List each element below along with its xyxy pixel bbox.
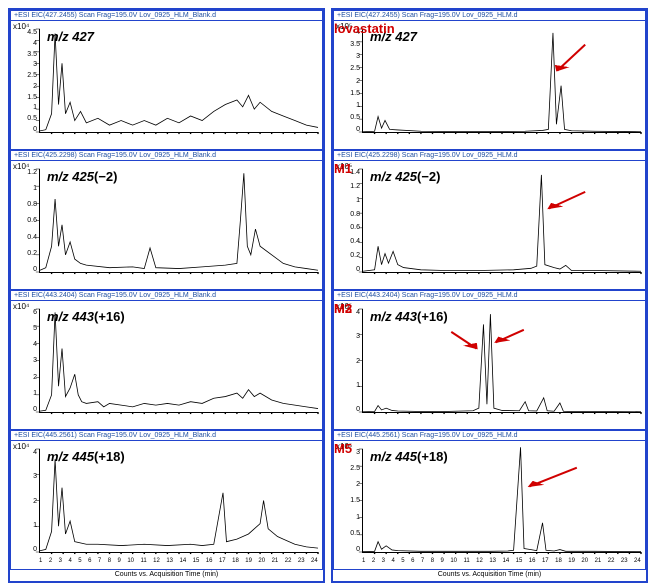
panel-header: +ESI EIC(427.2455) Scan Frag=195.0V Lov_… <box>11 11 322 21</box>
right-column: +ESI EIC(427.2455) Scan Frag=195.0V Lov_… <box>331 8 648 583</box>
y-ticks: 00.20.40.60.811.21.4 <box>344 169 360 273</box>
peak-label: M1 <box>334 161 352 176</box>
peak-label: M3 <box>334 301 352 316</box>
arrow-icon <box>362 309 641 413</box>
chromatogram-panel: +ESI EIC(427.2455) Scan Frag=195.0V Lov_… <box>333 10 646 150</box>
left-column: +ESI EIC(427.2455) Scan Frag=195.0V Lov_… <box>8 8 325 583</box>
chart-area <box>39 29 318 133</box>
panel-header: +ESI EIC(425.2298) Scan Frag=195.0V Lov_… <box>11 151 322 161</box>
y-ticks: 00.511.522.533.54 <box>344 29 360 133</box>
panel-header: +ESI EIC(443.2404) Scan Frag=195.0V Lov_… <box>334 291 645 301</box>
chromatogram-panel: +ESI EIC(425.2298) Scan Frag=195.0V Lov_… <box>333 150 646 290</box>
mz-label: m/z 445(+18) <box>47 449 125 464</box>
y-ticks: 0123456 <box>21 309 37 413</box>
chart-grid: +ESI EIC(427.2455) Scan Frag=195.0V Lov_… <box>8 8 648 583</box>
y-ticks: 00.511.522.533.544.5 <box>21 29 37 133</box>
panel-header: +ESI EIC(445.2561) Scan Frag=195.0V Lov_… <box>334 431 645 441</box>
arrow-icon <box>362 169 641 273</box>
x-axis-label: Counts vs. Acquisition Time (min) <box>333 570 646 581</box>
chromatogram-panel: +ESI EIC(445.2561) Scan Frag=195.0V Lov_… <box>10 430 323 570</box>
chart-area <box>39 449 318 553</box>
x-ticks: 123456789101112131415161718192021222324 <box>39 558 318 567</box>
arrow-icon <box>362 449 641 553</box>
panel-header: +ESI EIC(445.2561) Scan Frag=195.0V Lov_… <box>11 431 322 441</box>
y-ticks: 00.20.40.60.811.2 <box>21 169 37 273</box>
chromatogram-panel: +ESI EIC(443.2404) Scan Frag=195.0V Lov_… <box>333 290 646 430</box>
mz-label: m/z 425(−2) <box>47 169 117 184</box>
arrow-icon <box>362 29 641 133</box>
chromatogram-panel: +ESI EIC(443.2404) Scan Frag=195.0V Lov_… <box>10 290 323 430</box>
y-ticks: 00.511.522.53 <box>344 449 360 553</box>
mz-label: m/z 443(+16) <box>47 309 125 324</box>
panel-header: +ESI EIC(425.2298) Scan Frag=195.0V Lov_… <box>334 151 645 161</box>
panel-header: +ESI EIC(427.2455) Scan Frag=195.0V Lov_… <box>334 11 645 21</box>
x-axis-label: Counts vs. Acquisition Time (min) <box>10 570 323 581</box>
panel-header: +ESI EIC(443.2404) Scan Frag=195.0V Lov_… <box>11 291 322 301</box>
y-ticks: 01234 <box>344 309 360 413</box>
y-ticks: 01234 <box>21 449 37 553</box>
mz-label: m/z 427 <box>47 29 94 44</box>
chart-area <box>39 169 318 273</box>
chromatogram-panel: +ESI EIC(445.2561) Scan Frag=195.0V Lov_… <box>333 430 646 570</box>
chromatogram-panel: +ESI EIC(425.2298) Scan Frag=195.0V Lov_… <box>10 150 323 290</box>
peak-label: M5 <box>334 441 352 456</box>
chart-area <box>39 309 318 413</box>
chromatogram-panel: +ESI EIC(427.2455) Scan Frag=195.0V Lov_… <box>10 10 323 150</box>
x-ticks: 123456789101112131415161718192021222324 <box>362 558 641 567</box>
